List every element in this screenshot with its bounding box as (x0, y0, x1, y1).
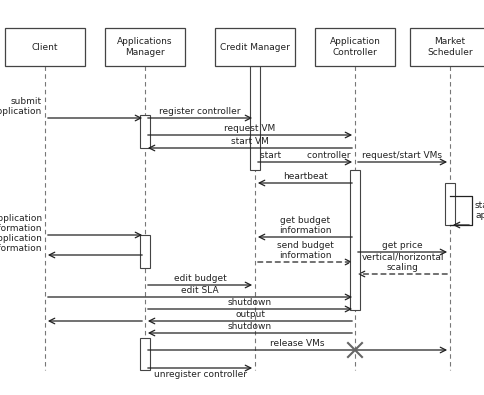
Text: request VM: request VM (225, 124, 275, 133)
Text: get application
information: get application information (0, 214, 42, 233)
Text: send budget
information: send budget information (276, 241, 333, 260)
Text: send application
information: send application information (0, 233, 42, 253)
Text: Applications
Manager: Applications Manager (117, 37, 173, 57)
Text: release VMs: release VMs (270, 339, 325, 348)
Text: vertical/horizontal
scaling: vertical/horizontal scaling (361, 252, 444, 272)
Text: Market
Scheduler: Market Scheduler (427, 37, 473, 57)
Bar (250, 66, 260, 170)
Bar (315, 28, 395, 66)
Text: register controller: register controller (159, 107, 241, 116)
Text: unregister controller: unregister controller (153, 370, 246, 379)
Bar (105, 28, 185, 66)
Text: submit
application: submit application (0, 97, 42, 116)
Text: Credit Manager: Credit Manager (220, 43, 290, 51)
Bar (140, 115, 150, 148)
Bar (410, 28, 484, 66)
Bar (445, 183, 455, 225)
Text: edit SLA: edit SLA (181, 286, 219, 295)
Text: shutdown: shutdown (228, 322, 272, 331)
Text: Application
Controller: Application Controller (330, 37, 380, 57)
Text: Client: Client (32, 43, 58, 51)
Text: start         controller: start controller (260, 151, 350, 160)
Bar (140, 338, 150, 370)
Text: heartbeat: heartbeat (283, 172, 327, 181)
Text: start VM: start VM (231, 137, 269, 146)
Text: edit budget: edit budget (174, 274, 227, 283)
Text: start/monitor
application: start/monitor application (475, 201, 484, 220)
Bar (5, 28, 85, 66)
Text: request/start VMs: request/start VMs (363, 151, 442, 160)
Text: get price: get price (382, 241, 423, 250)
Bar (215, 28, 295, 66)
Text: get budget
information: get budget information (279, 216, 331, 235)
Text: output: output (235, 310, 265, 319)
Bar (140, 235, 150, 268)
Bar (350, 170, 360, 310)
Text: shutdown: shutdown (228, 298, 272, 307)
